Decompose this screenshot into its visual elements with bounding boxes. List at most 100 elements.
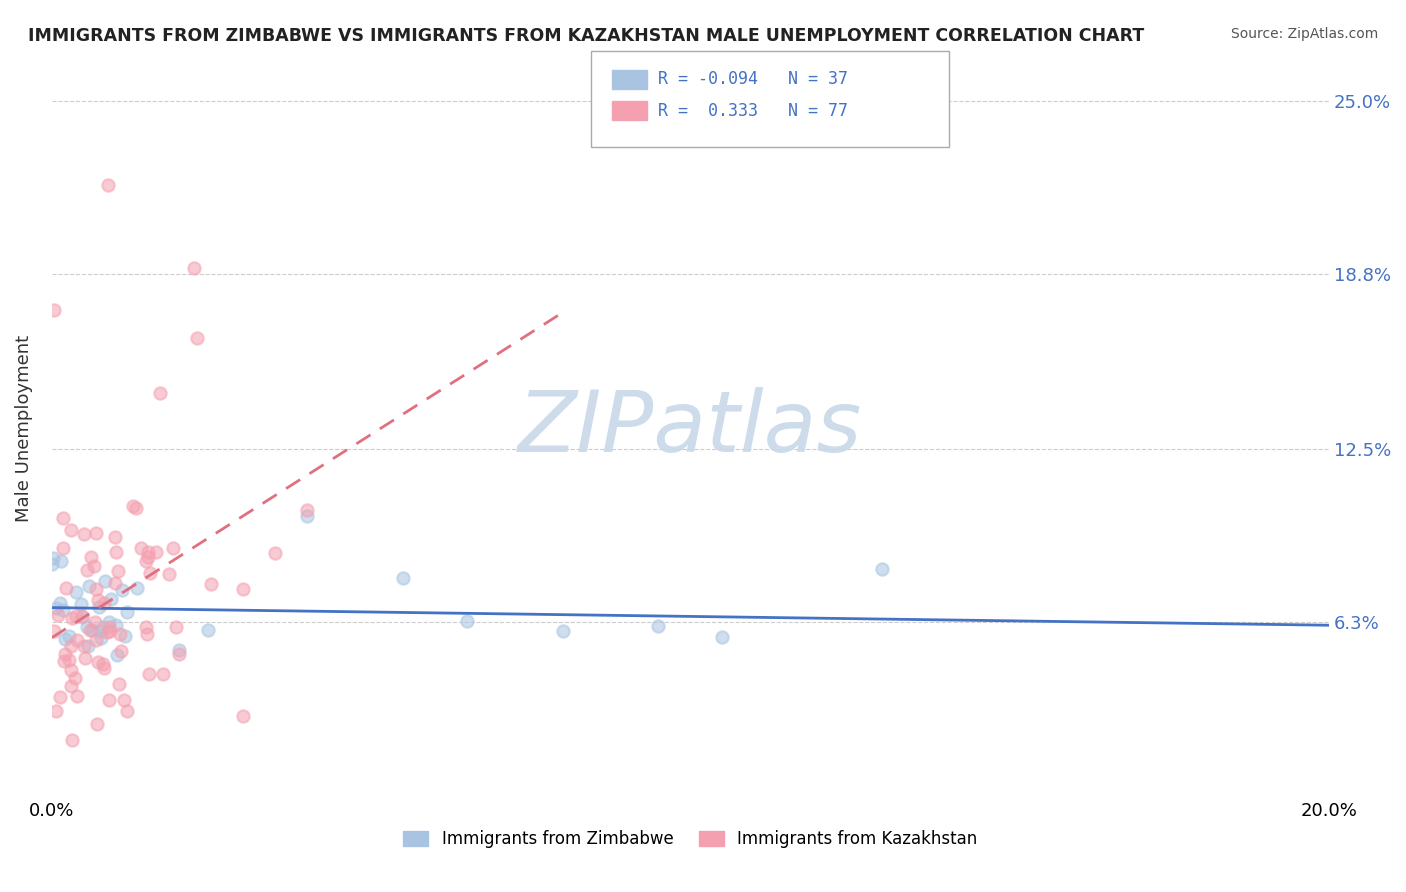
Point xyxy=(87,600,110,615)
Point xyxy=(51,554,73,568)
Text: Source: ZipAtlas.com: Source: ZipAtlas.com xyxy=(1230,27,1378,41)
Point xyxy=(111,583,134,598)
Point xyxy=(107,564,129,578)
Point xyxy=(60,523,83,537)
Point xyxy=(108,677,131,691)
Point xyxy=(58,653,80,667)
Point xyxy=(91,657,114,671)
Text: IMMIGRANTS FROM ZIMBABWE VS IMMIGRANTS FROM KAZAKHSTAN MALE UNEMPLOYMENT CORRELA: IMMIGRANTS FROM ZIMBABWE VS IMMIGRANTS F… xyxy=(28,27,1144,45)
Point xyxy=(186,331,208,345)
Point xyxy=(232,582,254,596)
Point xyxy=(125,500,148,515)
Point xyxy=(69,597,91,611)
Point xyxy=(136,627,159,641)
Point xyxy=(60,611,83,625)
Point xyxy=(711,630,734,644)
Point xyxy=(98,615,121,629)
Text: R = -0.094   N = 37: R = -0.094 N = 37 xyxy=(658,70,848,88)
Point xyxy=(45,600,67,615)
Point xyxy=(94,574,117,588)
Point xyxy=(84,632,107,647)
Point xyxy=(295,503,318,517)
Point xyxy=(647,618,669,632)
Point xyxy=(58,629,80,643)
Point xyxy=(53,632,76,646)
Point xyxy=(98,624,121,638)
Point xyxy=(41,557,63,571)
Point xyxy=(114,629,136,643)
Point xyxy=(145,544,167,558)
Point xyxy=(121,499,143,513)
Point xyxy=(86,526,108,541)
Point xyxy=(83,559,105,574)
Point xyxy=(73,639,96,653)
Point xyxy=(149,386,172,401)
Point xyxy=(115,605,138,619)
Point xyxy=(86,717,108,731)
Point xyxy=(46,607,69,622)
Point xyxy=(84,582,107,596)
Point xyxy=(65,585,87,599)
Point xyxy=(79,624,101,638)
Point xyxy=(60,732,83,747)
Point xyxy=(89,624,111,638)
Point xyxy=(66,632,89,647)
Point xyxy=(53,654,76,668)
Point xyxy=(65,608,87,623)
Point xyxy=(200,576,222,591)
Point xyxy=(93,596,115,610)
Point xyxy=(42,550,65,565)
Point xyxy=(76,620,98,634)
Point xyxy=(65,671,87,685)
Point xyxy=(70,610,93,624)
Point xyxy=(110,644,132,658)
Point xyxy=(77,640,100,654)
Point xyxy=(127,582,149,596)
Point xyxy=(136,549,159,564)
Point xyxy=(84,615,107,630)
Point xyxy=(52,603,75,617)
Point xyxy=(105,648,128,662)
Point xyxy=(139,566,162,580)
Point xyxy=(392,571,415,585)
Point xyxy=(104,576,127,591)
Point xyxy=(66,690,89,704)
Point xyxy=(129,541,152,556)
Point xyxy=(75,651,97,665)
Point xyxy=(232,709,254,723)
Point xyxy=(135,554,157,568)
Point xyxy=(87,655,110,669)
Point xyxy=(264,546,287,560)
Point xyxy=(100,592,122,607)
Point xyxy=(104,529,127,543)
Point xyxy=(87,593,110,607)
Point xyxy=(110,626,132,640)
Point xyxy=(59,679,82,693)
Point xyxy=(138,666,160,681)
Point xyxy=(135,620,157,634)
Point xyxy=(870,562,893,576)
Point xyxy=(152,667,174,681)
Point xyxy=(59,663,82,677)
Point xyxy=(197,623,219,637)
Point xyxy=(76,563,98,577)
Text: R =  0.333   N = 77: R = 0.333 N = 77 xyxy=(658,102,848,120)
Point xyxy=(52,510,75,524)
Point xyxy=(73,527,96,541)
Point xyxy=(169,642,191,657)
Point xyxy=(80,623,103,637)
Point xyxy=(165,620,187,634)
Point xyxy=(70,609,93,624)
Point xyxy=(55,581,77,595)
Point xyxy=(59,639,82,653)
Point xyxy=(97,178,120,192)
Point xyxy=(136,545,159,559)
Point xyxy=(162,541,184,555)
Point xyxy=(112,693,135,707)
Point xyxy=(93,660,115,674)
Point xyxy=(48,690,70,705)
Point xyxy=(551,624,574,638)
Point xyxy=(183,261,205,276)
Point xyxy=(48,596,70,610)
Point xyxy=(96,625,118,640)
